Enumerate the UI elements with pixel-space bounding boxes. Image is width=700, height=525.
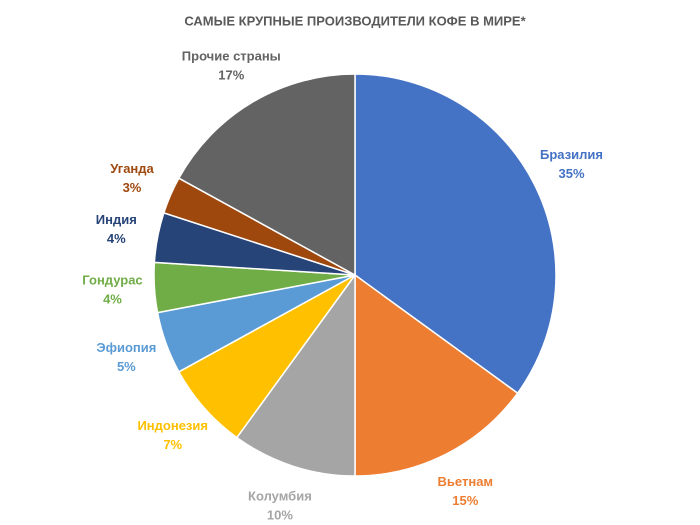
slice-label: Бразилия (540, 147, 603, 162)
value-label: 35% (558, 166, 584, 181)
pie-slice (354, 273, 519, 477)
slice-label: Эфиопия (96, 340, 156, 355)
slice-label: Колумбия (248, 489, 312, 504)
value-label: 10% (267, 508, 293, 523)
pie-slice (177, 73, 356, 277)
pie-slice (354, 73, 557, 395)
value-label: 5% (117, 359, 136, 374)
slice-label: Индия (96, 212, 137, 227)
value-label: 4% (107, 231, 126, 246)
value-label: 15% (452, 493, 478, 508)
slice-label: Вьетнам (438, 474, 494, 489)
value-label: 3% (123, 180, 142, 195)
slice-label: Гондурас (82, 273, 142, 288)
value-label: 4% (103, 292, 122, 307)
chart-title: САМЫЕ КРУПНЫЕ ПРОИЗВОДИТЕЛИ КОФЕ В МИРЕ* (184, 13, 526, 28)
slice-label: Прочие страны (182, 48, 281, 63)
pie-slice (235, 272, 356, 477)
value-label: 7% (163, 437, 182, 452)
value-label: 17% (218, 67, 244, 82)
slice-label: Уганда (110, 161, 154, 176)
slice-label: Индонезия (137, 418, 208, 433)
